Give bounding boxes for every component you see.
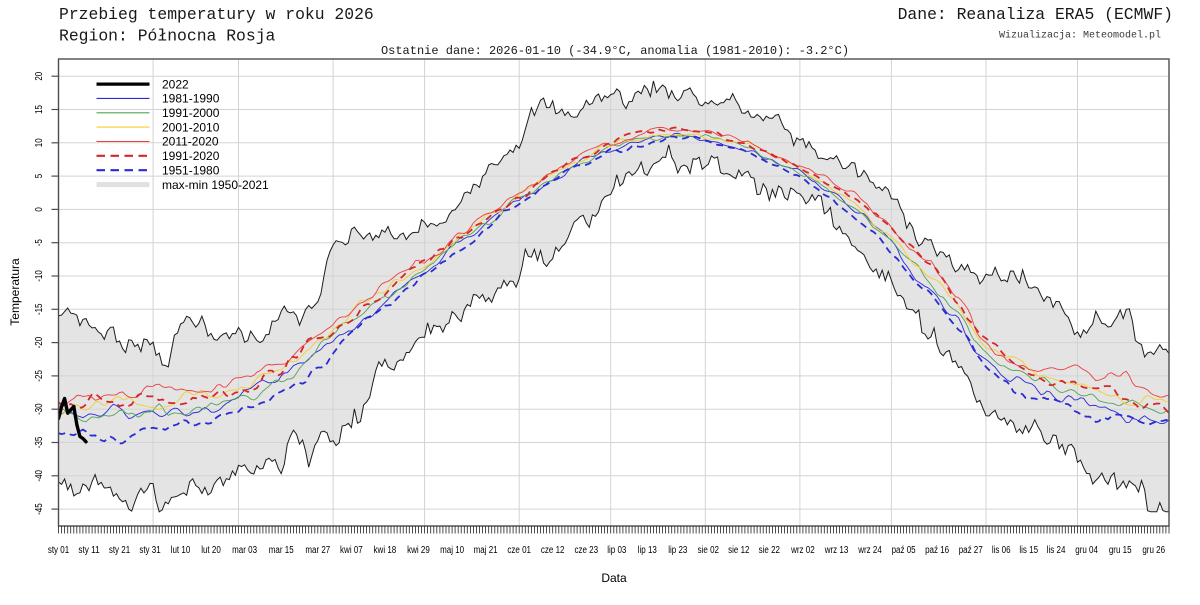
svg-text:0: 0 <box>34 207 45 212</box>
svg-text:1991-2000: 1991-2000 <box>162 106 220 120</box>
svg-text:sty 11: sty 11 <box>78 545 100 556</box>
svg-text:2011-2020: 2011-2020 <box>162 135 219 149</box>
svg-text:-40: -40 <box>34 470 45 482</box>
svg-text:gru 04: gru 04 <box>1075 545 1098 556</box>
svg-text:-25: -25 <box>34 370 45 382</box>
svg-text:mar 03: mar 03 <box>232 545 257 556</box>
svg-text:kwi 29: kwi 29 <box>407 545 430 556</box>
svg-text:-30: -30 <box>34 403 45 415</box>
svg-text:mar 15: mar 15 <box>269 545 294 556</box>
svg-text:sty 01: sty 01 <box>48 545 70 556</box>
svg-text:lut 10: lut 10 <box>171 545 191 556</box>
svg-text:-15: -15 <box>34 303 45 315</box>
svg-text:Przebieg temperatury w roku 20: Przebieg temperatury w roku 2026 <box>59 5 374 24</box>
svg-text:1991-2020: 1991-2020 <box>162 149 220 163</box>
svg-text:Dane: Reanaliza ERA5 (ECMWF): Dane: Reanaliza ERA5 (ECMWF) <box>898 5 1173 24</box>
svg-text:15: 15 <box>34 105 45 114</box>
svg-text:gru 15: gru 15 <box>1109 545 1132 556</box>
svg-text:sie 02: sie 02 <box>698 545 720 556</box>
svg-text:cze 01: cze 01 <box>507 545 531 556</box>
svg-text:Data: Data <box>601 571 627 585</box>
svg-text:lis 15: lis 15 <box>1019 545 1038 556</box>
svg-text:mar 27: mar 27 <box>305 545 330 556</box>
svg-text:wrz 02: wrz 02 <box>790 545 815 556</box>
svg-text:Region: Północna Rosja: Region: Północna Rosja <box>59 26 276 45</box>
svg-text:1951-1980: 1951-1980 <box>162 163 220 177</box>
svg-text:lip 13: lip 13 <box>638 545 657 556</box>
svg-text:paź 27: paź 27 <box>959 545 983 556</box>
svg-text:wrz 24: wrz 24 <box>857 545 882 556</box>
svg-text:2001-2010: 2001-2010 <box>162 120 220 134</box>
svg-text:kwi 07: kwi 07 <box>340 545 363 556</box>
svg-text:-35: -35 <box>34 436 45 448</box>
svg-text:cze 12: cze 12 <box>541 545 565 556</box>
svg-text:sty 21: sty 21 <box>109 545 131 556</box>
svg-text:paź 16: paź 16 <box>925 545 949 556</box>
svg-text:paź 05: paź 05 <box>892 545 916 556</box>
svg-text:lip 23: lip 23 <box>668 545 687 556</box>
svg-text:5: 5 <box>34 174 45 179</box>
svg-text:-45: -45 <box>34 503 45 515</box>
svg-text:-10: -10 <box>34 270 45 282</box>
svg-text:sty 31: sty 31 <box>139 545 161 556</box>
svg-text:maj 21: maj 21 <box>474 545 498 556</box>
svg-text:max-min 1950-2021: max-min 1950-2021 <box>162 178 269 192</box>
svg-text:2022: 2022 <box>162 77 189 91</box>
svg-text:-5: -5 <box>34 239 45 246</box>
svg-text:-20: -20 <box>34 336 45 348</box>
svg-text:Temperatura: Temperatura <box>8 258 22 326</box>
svg-text:sie 12: sie 12 <box>728 545 750 556</box>
svg-text:10: 10 <box>34 138 45 147</box>
svg-text:gru 26: gru 26 <box>1142 545 1165 556</box>
svg-text:20: 20 <box>34 71 45 80</box>
svg-text:kwi 18: kwi 18 <box>374 545 397 556</box>
svg-text:Ostatnie dane: 2026-01-10 (-34: Ostatnie dane: 2026-01-10 (-34.9°C, anom… <box>381 44 849 58</box>
svg-text:wrz 13: wrz 13 <box>824 545 849 556</box>
svg-text:lut 20: lut 20 <box>201 545 221 556</box>
svg-text:maj 10: maj 10 <box>440 545 464 556</box>
svg-text:lip 03: lip 03 <box>607 545 626 556</box>
svg-text:1981-1990: 1981-1990 <box>162 92 220 106</box>
svg-text:cze 23: cze 23 <box>575 545 599 556</box>
svg-text:sie 22: sie 22 <box>759 545 781 556</box>
svg-text:lis 06: lis 06 <box>992 545 1011 556</box>
svg-text:lis 24: lis 24 <box>1047 545 1066 556</box>
svg-text:Wizualizacja: Meteomodel.pl: Wizualizacja: Meteomodel.pl <box>999 30 1161 42</box>
